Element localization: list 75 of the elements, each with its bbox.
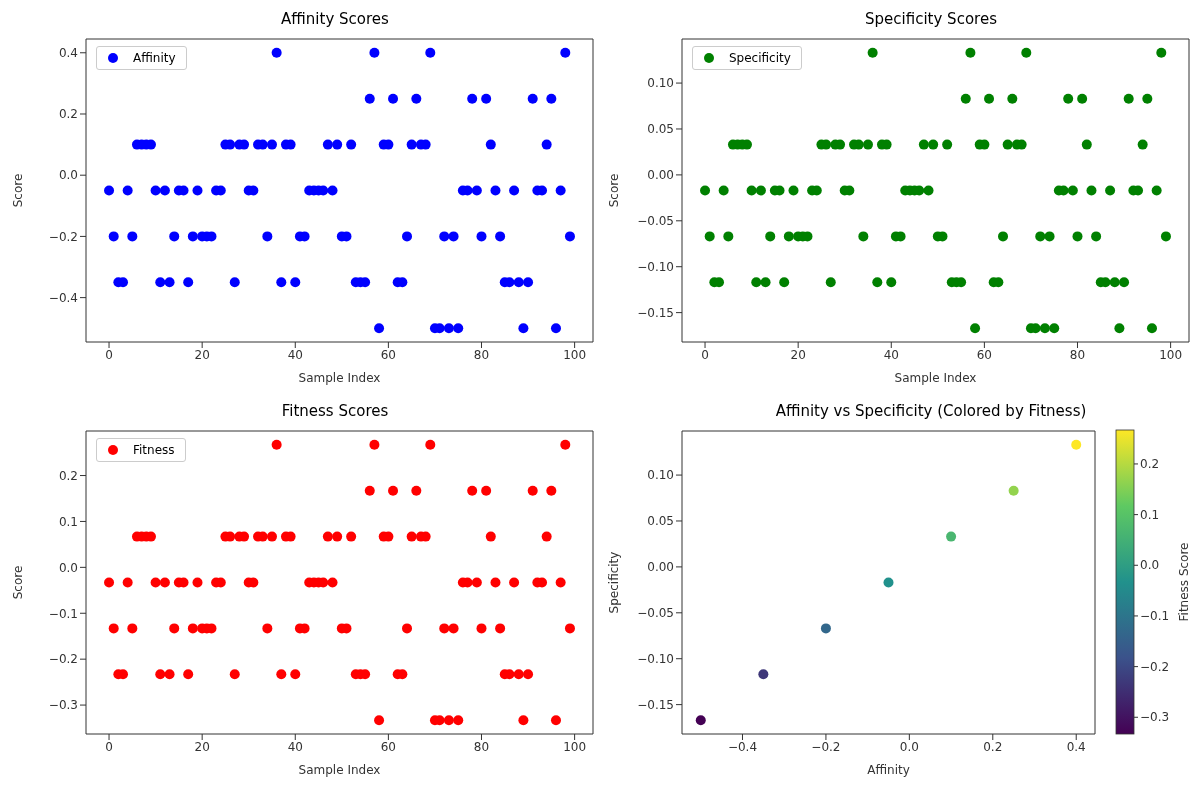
- y-tick-label: −0.15: [637, 697, 674, 712]
- y-tick-label: −0.10: [637, 259, 674, 274]
- x-axis-title: Affinity: [867, 763, 910, 777]
- y-tick-label: 0.1: [58, 514, 78, 529]
- color-bar-title: Fitness Score: [1177, 542, 1191, 622]
- x-tick-label: 80: [1069, 347, 1086, 362]
- y-axis-title: Score: [607, 173, 622, 208]
- x-tick-label: 60: [380, 739, 397, 754]
- x-tick-label: 0.2: [983, 739, 1003, 754]
- point: [1008, 485, 1019, 496]
- y-tick-label: −0.3: [48, 698, 78, 713]
- point: [758, 669, 769, 680]
- color-bar-label: 0.1: [1140, 507, 1160, 522]
- chart-title: Affinity Scores: [280, 9, 390, 30]
- legend-label: Fitness: [133, 443, 175, 457]
- y-tick-label: −0.4: [48, 290, 78, 305]
- color-bar-label: −0.2: [1140, 659, 1170, 674]
- chart-title: Affinity vs Specificity (Colored by Fitness): [774, 401, 1088, 422]
- x-tick-label: 40: [883, 347, 899, 362]
- y-tick-label: 0.0: [58, 168, 78, 183]
- y-tick-label: 0.05: [647, 122, 674, 137]
- x-tick-label: 40: [287, 347, 303, 362]
- x-tick-label: −0.2: [811, 739, 841, 754]
- y-tick-label: 0.2: [58, 107, 78, 122]
- y-axis-title: Score: [11, 173, 26, 208]
- y-tick-label: −0.10: [637, 651, 674, 666]
- legend-label: Specificity: [729, 51, 791, 65]
- x-tick-label: 100: [563, 347, 587, 362]
- color-bar-label: −0.1: [1140, 608, 1170, 623]
- y-tick-label: −0.05: [637, 606, 674, 621]
- y-axis-title: Score: [11, 565, 26, 600]
- point: [883, 577, 894, 588]
- chart-title: Specificity Scores: [864, 9, 998, 30]
- x-tick-label: 20: [194, 347, 210, 362]
- x-tick-label: −0.4: [727, 739, 758, 754]
- point: [1071, 439, 1082, 450]
- y-tick-label: 0.4: [58, 46, 78, 61]
- y-tick-label: −0.05: [637, 214, 674, 229]
- x-tick-label: 60: [380, 347, 397, 362]
- x-tick-label: 0: [105, 347, 113, 362]
- y-tick-label: 0.10: [647, 76, 674, 91]
- legend-label: Affinity: [133, 51, 176, 65]
- y-tick-label: 0.0: [58, 560, 78, 575]
- x-tick-label: 40: [287, 739, 303, 754]
- color-bar-label: −0.3: [1140, 710, 1170, 725]
- y-tick-label: 0.00: [647, 560, 674, 575]
- x-axis-title: Sample Index: [298, 763, 381, 777]
- x-tick-label: 80: [473, 347, 490, 362]
- x-axis-title: Sample Index: [298, 371, 381, 385]
- y-tick-label: −0.2: [48, 652, 78, 667]
- x-axis-title: Sample Index: [894, 371, 977, 385]
- x-tick-label: 0: [701, 347, 709, 362]
- x-tick-label: 0.4: [1066, 739, 1086, 754]
- x-tick-label: 20: [194, 739, 210, 754]
- point: [820, 623, 831, 634]
- y-tick-label: −0.15: [637, 305, 674, 320]
- y-tick-label: 0.05: [647, 514, 674, 529]
- x-tick-label: 60: [976, 347, 993, 362]
- color-bar-label: 0.0: [1140, 558, 1160, 573]
- x-tick-label: 0: [105, 739, 113, 754]
- chart-title: Fitness Scores: [280, 401, 390, 422]
- x-tick-label: 80: [473, 739, 490, 754]
- x-tick-label: 100: [1159, 347, 1183, 362]
- x-tick-label: 20: [790, 347, 806, 362]
- y-axis-title: Specificity: [607, 551, 622, 614]
- x-tick-label: 100: [563, 739, 587, 754]
- y-tick-label: 0.00: [647, 168, 674, 183]
- y-tick-label: −0.2: [48, 229, 78, 244]
- point: [946, 531, 957, 542]
- x-tick-label: 0.0: [899, 739, 919, 754]
- y-tick-label: 0.2: [58, 468, 78, 483]
- point: [695, 715, 706, 726]
- y-tick-label: 0.10: [647, 468, 674, 483]
- color-bar-label: 0.2: [1140, 456, 1160, 471]
- y-tick-label: −0.1: [48, 606, 78, 621]
